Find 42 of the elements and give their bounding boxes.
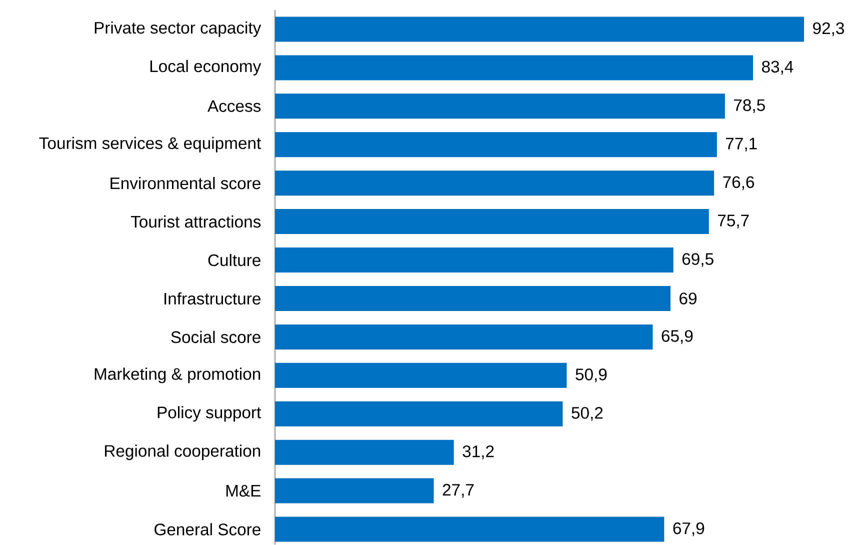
y-tick-label: Culture (208, 254, 260, 266)
data-label: 78,5 (734, 99, 765, 114)
bar (275, 170, 714, 196)
bar (275, 362, 567, 388)
data-label: 65,9 (662, 330, 693, 344)
data-label: 69 (680, 292, 697, 304)
bar (275, 401, 563, 426)
y-tick-label: Policy support (158, 406, 262, 422)
y-tick-label: Social score (171, 330, 260, 344)
bar (275, 516, 664, 542)
y-tick-label: Tourism services & equipment (39, 136, 262, 152)
bar (275, 132, 717, 158)
data-label: 67,9 (673, 522, 704, 536)
y-tick-label: M&E (226, 484, 260, 497)
y-tick-label: Private sector capacity (94, 21, 262, 37)
y-tick-label: General Score (154, 523, 260, 536)
y-tick-label: Access (208, 100, 261, 112)
bar (275, 94, 725, 119)
y-tick-label: Regional cooperation (105, 444, 260, 460)
bar (275, 478, 434, 504)
data-label: 31,2 (462, 445, 494, 460)
data-label: 75,7 (718, 214, 749, 228)
data-label: 50,2 (572, 407, 603, 421)
y-tick-label: Infrastructure (164, 292, 260, 305)
y-tick-label: Environmental score (110, 176, 260, 190)
bar (275, 440, 454, 465)
data-label: 27,7 (442, 484, 474, 498)
data-label: 77,1 (726, 138, 757, 152)
bar (275, 16, 804, 42)
data-label: 92,3 (813, 22, 844, 36)
bar (275, 248, 674, 273)
bar (275, 55, 754, 80)
bar (275, 324, 653, 350)
data-label: 69,5 (682, 253, 714, 267)
data-label: 76,6 (723, 176, 754, 190)
data-label: 83,4 (762, 60, 794, 75)
y-tick-label: Tourist attractions (130, 215, 261, 228)
bar (275, 209, 709, 234)
y-tick-label: Marketing & promotion (94, 368, 260, 384)
bar (275, 286, 670, 311)
data-label: 50,9 (576, 368, 607, 382)
y-tick-label: Local economy (150, 60, 262, 76)
